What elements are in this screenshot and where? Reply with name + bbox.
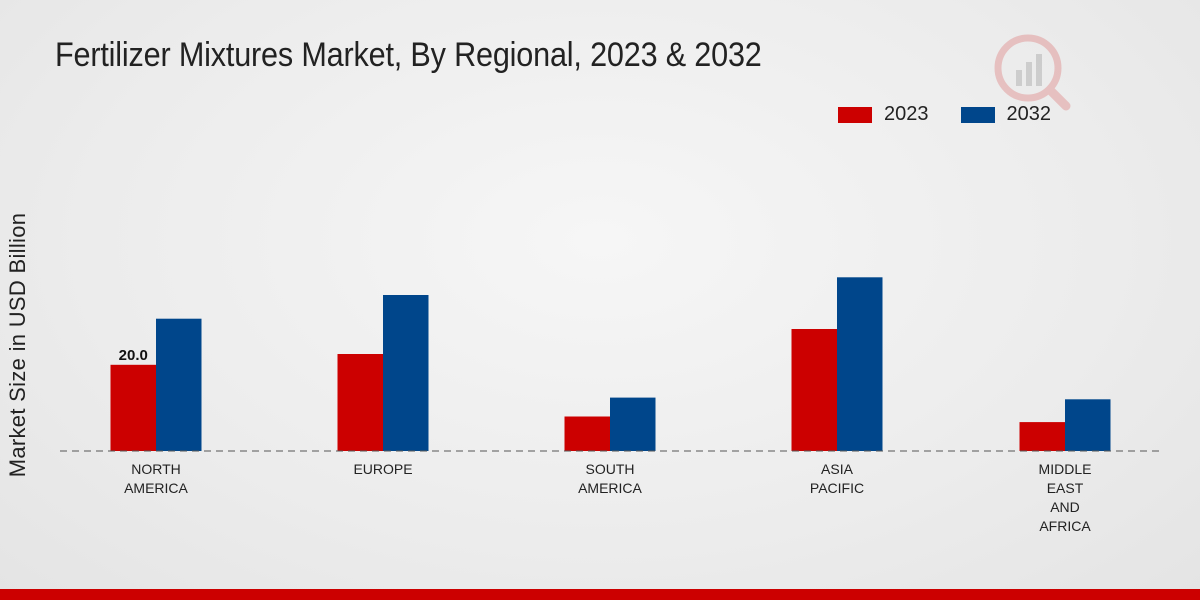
- bar-2023-middle-east-and-africa[interactable]: [1019, 422, 1066, 451]
- legend-label-2032: 2032: [1006, 103, 1052, 125]
- chart-title: Fertilizer Mixtures Market, By Regional,…: [55, 36, 762, 74]
- bar-2023-asia-pacific[interactable]: [791, 329, 838, 451]
- bar-2023-europe[interactable]: [337, 354, 384, 451]
- x-tick-label: ASIA PACIFIC: [810, 461, 864, 496]
- chart-legend: 2023 2032: [838, 103, 1083, 126]
- brand-logo-icon: [994, 34, 1071, 111]
- bar-2032-south-america[interactable]: [610, 397, 656, 451]
- bar-2032-middle-east-and-africa[interactable]: [1065, 399, 1111, 451]
- bottom-accent-bar: [0, 589, 1200, 600]
- x-tick-label: MIDDLE EAST AND AFRICA: [1039, 461, 1092, 534]
- legend-item-2023[interactable]: 2023: [838, 103, 929, 126]
- bar-2023-south-america[interactable]: [564, 416, 611, 452]
- legend-label-2023: 2023: [884, 103, 929, 125]
- legend-item-2032[interactable]: 2032: [960, 103, 1052, 126]
- data-label: 20.0: [119, 347, 148, 364]
- x-tick-label: EUROPE: [353, 461, 412, 477]
- bar-2032-north-america[interactable]: [156, 318, 202, 451]
- legend-swatch-2032: [960, 106, 995, 123]
- bar-2023-north-america[interactable]: [110, 364, 157, 451]
- x-tick-label: SOUTH AMERICA: [578, 461, 642, 496]
- bar-2032-asia-pacific[interactable]: [837, 277, 883, 451]
- bar-2032-europe[interactable]: [383, 295, 429, 451]
- x-tick-label: NORTH AMERICA: [124, 461, 188, 496]
- legend-swatch-2023: [838, 106, 872, 123]
